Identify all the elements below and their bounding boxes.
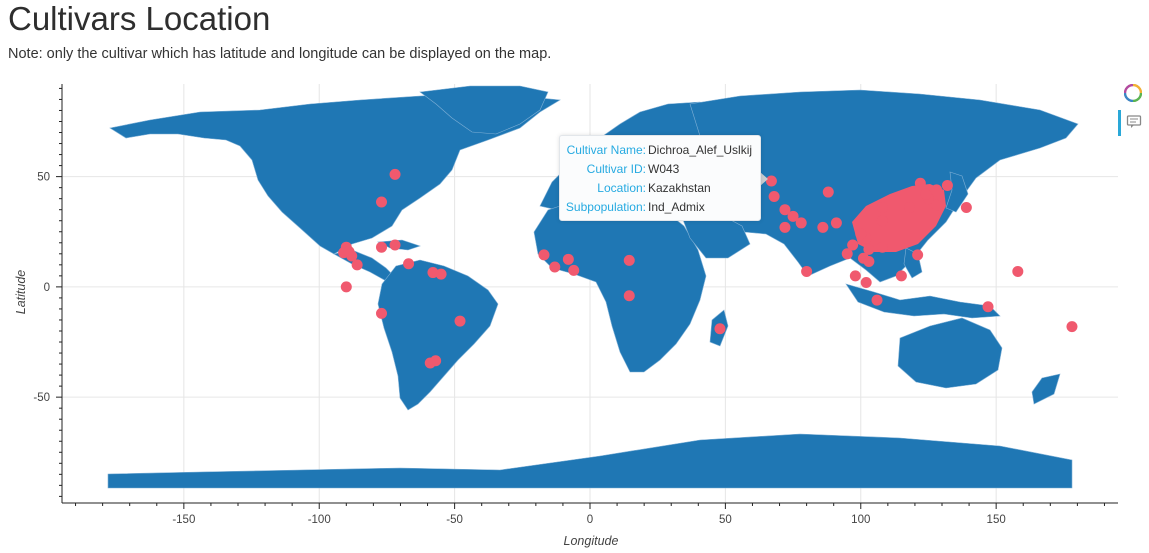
cultivar-marker[interactable]: [795, 217, 807, 229]
y-tick-label: -50: [33, 392, 50, 404]
cultivar-marker[interactable]: [389, 168, 401, 180]
cultivar-marker[interactable]: [941, 179, 953, 191]
cultivar-marker[interactable]: [1012, 265, 1024, 277]
cultivar-marker[interactable]: [895, 270, 907, 282]
new-zealand-shape: [1031, 373, 1061, 405]
tooltip-row-subpopulation: Subpopulation: Ind_Admix: [560, 198, 760, 217]
cultivar-marker[interactable]: [779, 221, 791, 233]
indonesia-shape: [845, 283, 1001, 319]
x-tick-label: 50: [719, 514, 732, 526]
cultivar-marker[interactable]: [876, 241, 888, 253]
cultivar-marker[interactable]: [787, 210, 799, 222]
tooltip-arrow: [760, 172, 768, 186]
cultivar-marker[interactable]: [538, 249, 550, 261]
x-tick-label: 150: [987, 514, 1006, 526]
hover-tooltip: Cultivar Name: Dichroa_Alef_Uslkij Culti…: [559, 135, 761, 221]
cultivar-marker[interactable]: [427, 267, 439, 279]
cultivar-marker[interactable]: [343, 246, 355, 258]
cultivar-marker[interactable]: [623, 254, 635, 266]
north-america-shape: [109, 93, 561, 255]
cultivar-marker[interactable]: [871, 294, 883, 306]
tooltip-value: Kazakhstan: [648, 181, 711, 195]
cultivar-marker[interactable]: [822, 186, 834, 198]
cultivar-marker[interactable]: [960, 201, 972, 213]
tooltip-row-name: Cultivar Name: Dichroa_Alef_Uslkij: [560, 141, 760, 160]
cultivar-marker[interactable]: [841, 248, 853, 260]
page-note: Note: only the cultivar which has latitu…: [8, 46, 552, 62]
bokeh-logo-icon[interactable]: [1124, 84, 1142, 102]
tooltip-label: Cultivar Name:: [566, 143, 646, 157]
cultivar-marker[interactable]: [863, 243, 875, 255]
cultivar-marker[interactable]: [920, 188, 932, 200]
cultivar-marker[interactable]: [847, 239, 859, 251]
south-america-shape: [377, 259, 499, 411]
page-title: Cultivars Location: [8, 0, 271, 37]
tooltip-row-location: Location: Kazakhstan: [560, 179, 760, 198]
cultivar-marker[interactable]: [830, 217, 842, 229]
cultivar-markers[interactable]: [338, 168, 1078, 369]
tooltip-label: Cultivar ID:: [586, 162, 646, 176]
tooltip-label: Location:: [597, 181, 646, 195]
cultivar-marker[interactable]: [568, 264, 580, 276]
x-tick-label: -50: [446, 514, 463, 526]
cultivar-marker[interactable]: [765, 175, 777, 187]
y-tick-label: 0: [44, 282, 50, 294]
cultivar-marker[interactable]: [376, 307, 388, 319]
cultivar-marker[interactable]: [876, 201, 888, 213]
tooltip-value: Ind_Admix: [648, 200, 705, 214]
tooltip-value: W043: [648, 162, 680, 176]
cultivar-marker[interactable]: [435, 268, 447, 280]
cultivar-marker[interactable]: [912, 249, 924, 261]
plot-toolbar: [1118, 80, 1149, 160]
cultivar-marker[interactable]: [562, 253, 574, 265]
greenland-shape: [419, 85, 549, 135]
cultivar-marker[interactable]: [817, 221, 829, 233]
cultivar-marker[interactable]: [779, 204, 791, 216]
antarctica-shape: [107, 433, 1073, 489]
tooltip-row-id: Cultivar ID: W043: [560, 160, 760, 179]
cultivar-marker[interactable]: [549, 261, 561, 273]
cultivar-marker[interactable]: [376, 196, 388, 208]
cultivar-marker[interactable]: [714, 323, 726, 335]
cultivar-marker[interactable]: [340, 281, 352, 293]
australia-shape: [897, 317, 1003, 389]
cultivar-marker[interactable]: [931, 199, 943, 211]
cultivar-cluster[interactable]: [852, 184, 946, 252]
cultivar-marker[interactable]: [376, 241, 388, 253]
cultivar-marker[interactable]: [1066, 321, 1078, 333]
cultivar-marker[interactable]: [849, 270, 861, 282]
axes: -150 -100 -50 0 50 100 150 -50 0 50: [33, 84, 1118, 526]
cultivar-marker[interactable]: [801, 265, 813, 277]
cultivar-marker[interactable]: [860, 276, 872, 288]
x-tick-label: -100: [308, 514, 331, 526]
hover-tool-icon[interactable]: [1126, 114, 1142, 130]
tooltip-value: Dichroa_Alef_Uslkij: [648, 143, 753, 157]
cultivar-marker[interactable]: [863, 256, 875, 268]
x-tick-label: -150: [172, 514, 195, 526]
cultivar-marker[interactable]: [351, 259, 363, 271]
tooltip-label: Subpopulation:: [565, 200, 646, 214]
x-tick-label: 100: [851, 514, 870, 526]
cultivar-marker[interactable]: [855, 228, 867, 240]
cultivar-marker[interactable]: [768, 190, 780, 202]
y-tick-label: 50: [37, 172, 50, 184]
cultivar-marker[interactable]: [904, 201, 916, 213]
cultivar-marker[interactable]: [876, 215, 888, 227]
cultivar-marker[interactable]: [623, 290, 635, 302]
active-tool-indicator: [1118, 110, 1121, 136]
x-tick-label: 0: [587, 514, 593, 526]
y-axis-label: Latitude: [14, 270, 28, 315]
x-axis-label: Longitude: [564, 534, 619, 548]
cultivar-marker[interactable]: [403, 258, 415, 270]
cultivar-marker[interactable]: [424, 357, 436, 369]
cultivar-marker[interactable]: [454, 315, 466, 327]
cultivar-marker[interactable]: [982, 301, 994, 313]
cultivar-marker[interactable]: [389, 239, 401, 251]
